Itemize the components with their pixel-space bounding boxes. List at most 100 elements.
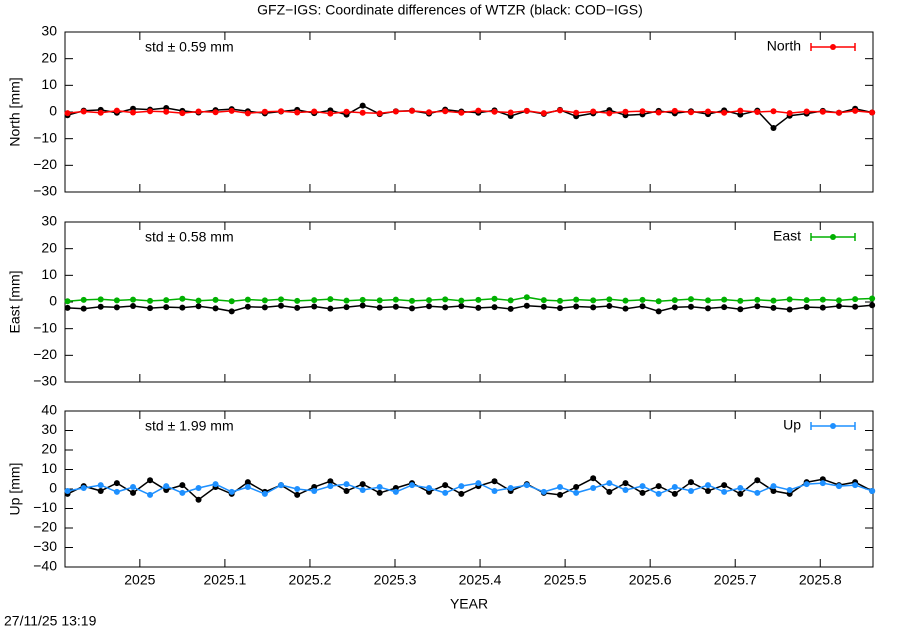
data-point <box>606 303 613 309</box>
y-tick-label: 0 <box>49 480 57 496</box>
data-point <box>770 297 777 304</box>
data-point <box>475 480 482 487</box>
data-point <box>770 304 777 311</box>
data-point <box>590 297 597 304</box>
data-point <box>130 303 137 309</box>
data-point <box>212 109 219 116</box>
data-point <box>294 304 301 311</box>
y-tick-label: −10 <box>33 499 57 515</box>
data-point <box>671 304 678 311</box>
data-point <box>97 296 104 303</box>
legend-sample <box>830 234 836 240</box>
data-point <box>721 304 728 311</box>
x-tick-label: 2025.3 <box>374 572 417 588</box>
data-point <box>212 296 219 303</box>
y-tick-label: 30 <box>41 213 57 229</box>
data-point <box>179 295 186 302</box>
data-point <box>639 108 646 115</box>
data-point <box>392 488 399 495</box>
data-point <box>475 107 482 114</box>
data-point <box>278 302 285 309</box>
y-tick-label: −20 <box>33 156 57 172</box>
data-point <box>606 488 613 495</box>
data-point <box>770 125 777 131</box>
data-point <box>442 489 449 496</box>
data-point <box>523 482 530 489</box>
data-point <box>852 296 859 303</box>
data-point <box>687 487 694 494</box>
data-point <box>212 305 219 312</box>
y-tick-label: −30 <box>33 183 57 199</box>
data-point <box>606 110 613 117</box>
data-point <box>409 305 416 312</box>
data-point <box>244 303 251 310</box>
data-point <box>343 487 350 494</box>
data-point <box>343 481 350 488</box>
data-point <box>147 108 154 115</box>
data-point <box>64 110 71 117</box>
y-tick-label: 10 <box>41 460 57 476</box>
data-point <box>130 109 137 116</box>
data-point <box>426 303 433 310</box>
data-point <box>113 297 120 304</box>
x-tick-label: 2025.7 <box>714 572 757 588</box>
data-point <box>786 306 793 313</box>
data-point <box>294 486 301 492</box>
data-point <box>639 303 646 310</box>
data-point <box>786 110 793 117</box>
data-point <box>244 479 251 486</box>
data-point <box>212 481 219 488</box>
data-point <box>507 305 514 312</box>
data-point <box>409 107 416 114</box>
data-point <box>639 296 646 303</box>
data-point <box>442 482 449 489</box>
y-tick-label: −30 <box>33 538 57 554</box>
data-point <box>754 477 761 484</box>
data-point <box>869 109 876 116</box>
data-point <box>244 296 251 303</box>
data-point <box>770 487 777 494</box>
data-point <box>80 305 87 312</box>
data-point <box>195 108 202 115</box>
data-point <box>557 491 564 498</box>
data-point <box>359 102 366 109</box>
data-point <box>228 107 235 114</box>
data-point <box>573 489 580 496</box>
legend-sample <box>830 44 836 50</box>
data-point <box>704 487 711 494</box>
data-point <box>491 487 498 494</box>
data-point <box>491 304 498 311</box>
data-point <box>458 483 465 490</box>
series-line <box>67 104 873 130</box>
data-point <box>590 108 597 115</box>
data-point <box>869 295 876 302</box>
data-point <box>359 109 366 116</box>
data-point <box>803 481 810 488</box>
data-point <box>754 109 761 115</box>
data-point <box>507 485 514 492</box>
data-point <box>113 488 120 495</box>
data-point <box>163 297 170 304</box>
legend-label: Up <box>783 417 801 433</box>
x-tick-label: 2025.5 <box>544 572 587 588</box>
plot-frame <box>64 221 874 383</box>
data-point <box>737 107 744 114</box>
series-line <box>67 477 873 501</box>
x-tick-label: 2025 <box>124 572 155 588</box>
data-point <box>179 489 186 496</box>
data-point <box>442 296 449 303</box>
data-point <box>687 296 694 303</box>
data-point <box>639 483 646 490</box>
data-point <box>179 304 186 311</box>
y-tick-label: −30 <box>33 373 57 389</box>
data-point <box>655 109 662 116</box>
data-point <box>721 109 728 116</box>
data-point <box>606 480 613 487</box>
data-point <box>523 107 530 114</box>
data-point <box>540 297 547 304</box>
data-point <box>311 297 318 304</box>
data-point <box>130 296 137 303</box>
data-point <box>573 303 580 310</box>
data-point <box>671 484 678 491</box>
